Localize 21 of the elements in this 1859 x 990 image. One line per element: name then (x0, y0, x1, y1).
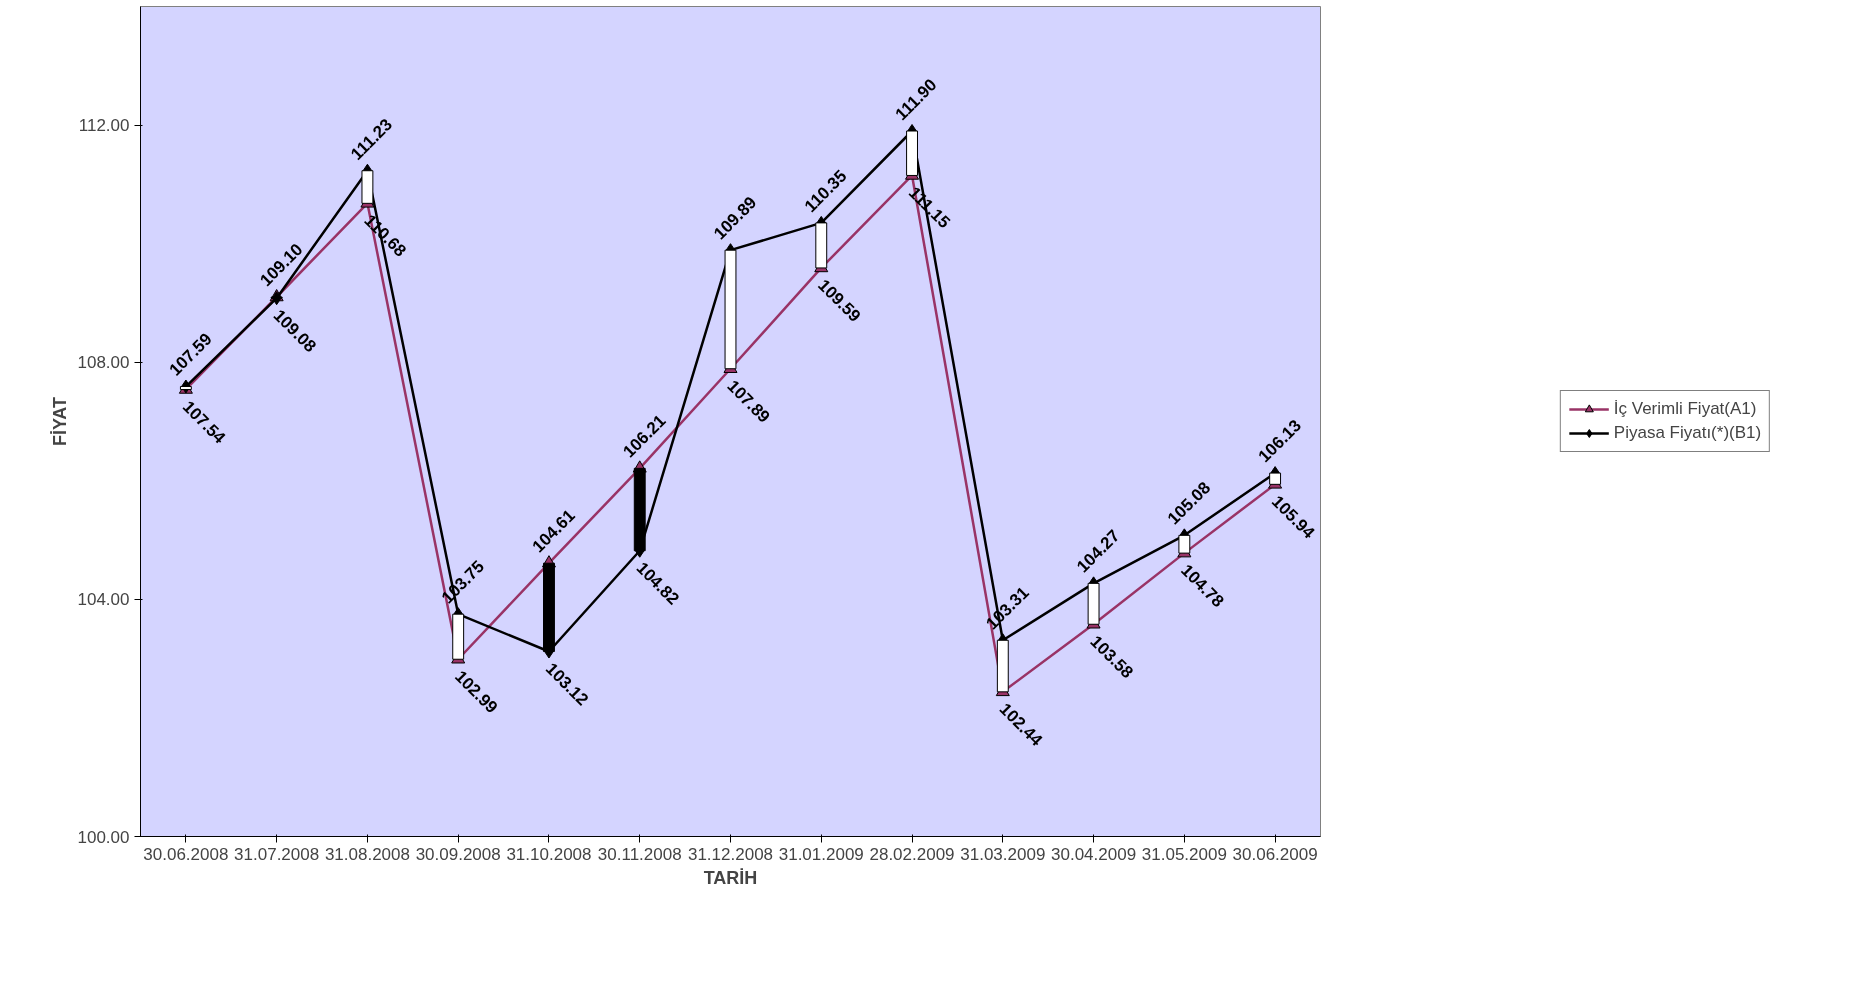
legend-label: İç Verimli Fiyat(A1) (1613, 399, 1757, 419)
x-tick-label: 30.06.2008 (143, 844, 229, 864)
x-tick-label: 30.04.2009 (1051, 844, 1137, 864)
x-axis-title: TARİH (703, 867, 758, 888)
x-tick-label: 31.12.2008 (687, 844, 774, 864)
x-tick-label: 30.09.2008 (415, 844, 501, 864)
x-tick-label: 31.08.2008 (324, 844, 410, 864)
x-tick-label: 30.11.2008 (597, 844, 682, 864)
x-tick-label: 31.07.2008 (234, 844, 320, 864)
x-tick-label: 31.01.2009 (778, 844, 864, 864)
x-tick-label: 31.03.2009 (960, 844, 1046, 864)
y-tick-label: 100.00 (77, 827, 130, 847)
legend-label: Piyasa Fiyatı(*)(B1) (1613, 423, 1762, 443)
y-tick-label: 104.00 (77, 590, 130, 610)
y-tick-label: 112.00 (78, 116, 130, 136)
y-axis-title: FİYAT (49, 396, 70, 446)
y-tick-label: 108.00 (77, 353, 130, 373)
x-tick-label: 30.06.2009 (1232, 844, 1318, 864)
x-tick-label: 31.10.2008 (506, 844, 592, 864)
x-tick-label: 31.05.2009 (1141, 844, 1227, 864)
x-tick-label: 28.02.2009 (869, 844, 955, 864)
